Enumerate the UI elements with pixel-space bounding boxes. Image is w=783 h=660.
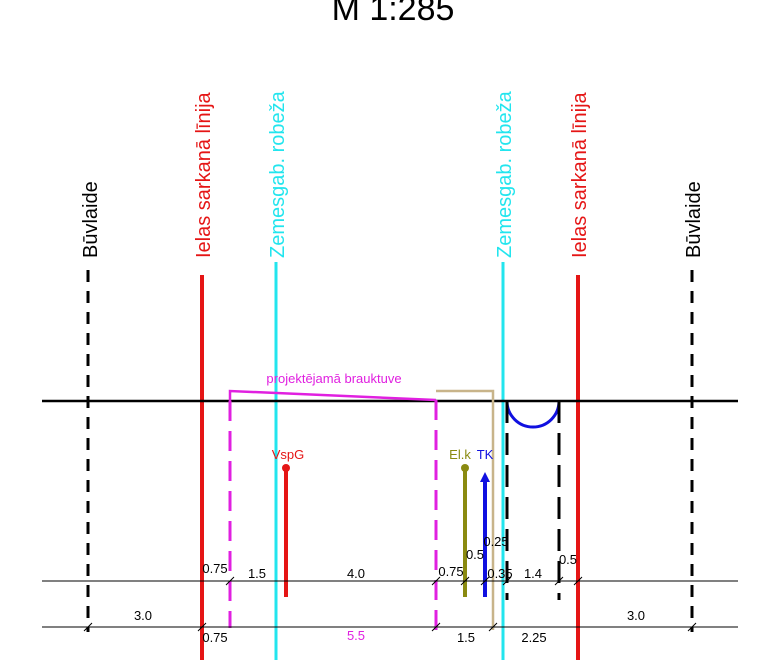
label: Būvlaide — [80, 181, 102, 258]
dim: 3.0 — [627, 608, 645, 623]
upper-dimensions: 0.75 1.5 4.0 0.75 0.35 1.4 0.5 0.25 0.5 — [202, 534, 577, 581]
dim: 5.5 — [347, 628, 365, 643]
dim: 1.4 — [524, 566, 542, 581]
dim: 0.5 — [466, 547, 484, 562]
tick — [83, 576, 697, 632]
lines — [42, 262, 738, 660]
dim: 0.75 — [438, 564, 463, 579]
dim: 1.5 — [457, 630, 475, 645]
lower-dimensions: 3.0 0.75 5.5 1.5 2.25 3.0 — [134, 608, 645, 645]
sidewalk — [436, 389, 495, 630]
dim: 4.0 — [347, 566, 365, 581]
dim: 0.5 — [559, 552, 577, 567]
dim: 0.75 — [202, 630, 227, 645]
dim: 0.35 — [487, 566, 512, 581]
utility-label: VspG — [272, 447, 305, 462]
dim: 0.75 — [202, 561, 227, 576]
label: Zemesgab. robeža — [494, 90, 516, 258]
arrow-head — [480, 472, 490, 482]
utility-label: TK — [477, 447, 494, 462]
utility-label: El.k — [449, 447, 471, 462]
ticks — [83, 576, 697, 632]
label: Ielas sarkanā līnija — [569, 91, 591, 258]
label: Būvlaide — [683, 181, 705, 258]
label: Ielas sarkanā līnija — [193, 91, 215, 258]
roadway-label: projektējamā brauktuve — [266, 371, 401, 386]
dim: 2.25 — [521, 630, 546, 645]
dim: 1.5 — [248, 566, 266, 581]
utility-dot — [461, 464, 469, 472]
dim: 3.0 — [134, 608, 152, 623]
vertical-labels: Būvlaide Ielas sarkanā līnija Zemesgab. … — [80, 90, 705, 258]
title: M 1:285 — [332, 0, 455, 28]
roadway — [228, 389, 437, 402]
dim: 0.25 — [483, 534, 508, 549]
ditch — [505, 400, 561, 429]
utility-dot — [282, 464, 290, 472]
label: Zemesgab. robeža — [267, 90, 289, 258]
